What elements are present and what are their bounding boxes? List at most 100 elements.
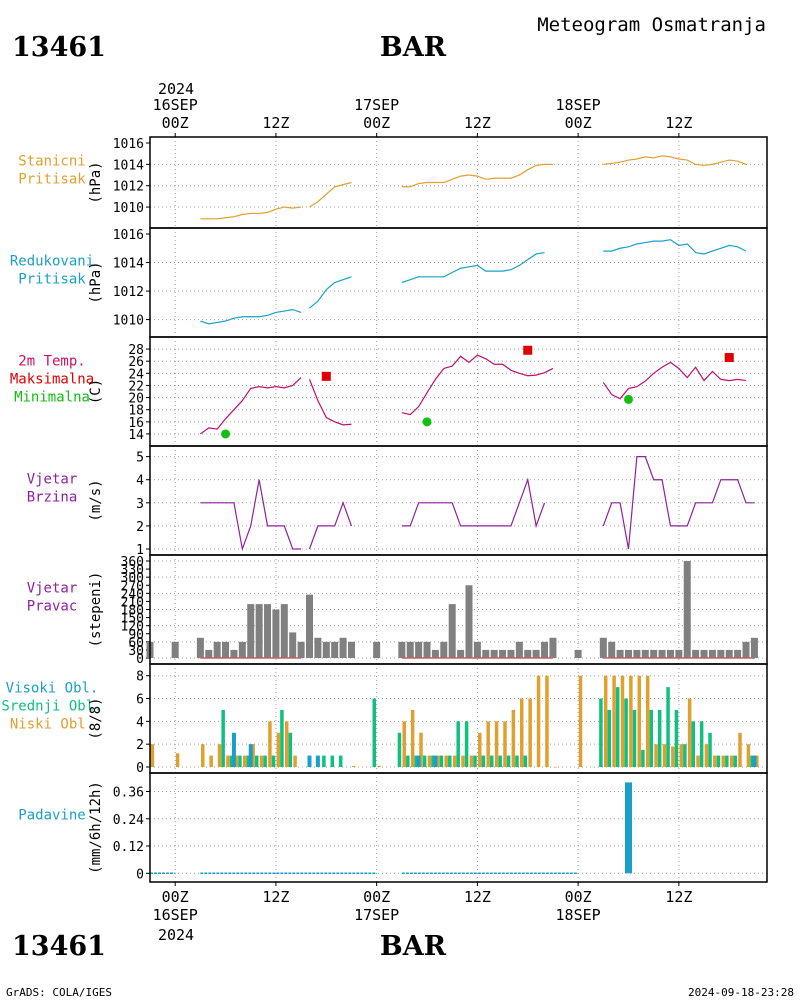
cloud-bar-srednji-obl- — [431, 755, 435, 767]
cloud-bar-srednji-obl- — [708, 732, 712, 767]
y-tick-label: 2 — [136, 738, 144, 753]
cloud-bar-srednji-obl- — [456, 721, 460, 767]
y-tick-label: 1010 — [113, 314, 144, 329]
y-tick-label: 240 — [121, 587, 144, 602]
cloud-bar-niski-obl- — [452, 755, 457, 767]
wind-direction-bar — [280, 604, 288, 658]
cloud-bar-niski-obl- — [671, 746, 675, 767]
cloud-bar-srednji-obl- — [666, 687, 670, 767]
y-tick-label: 0.12 — [113, 840, 144, 855]
panel-label: Niski Obl. — [10, 717, 94, 733]
location-top: BAR — [380, 32, 447, 63]
date-label-top: 18SEP — [556, 96, 601, 114]
y-axis-label: (m/s) — [88, 479, 104, 521]
series-line — [308, 501, 353, 550]
panel-label: Pritisak — [18, 172, 86, 188]
y-tick-label: 0 — [136, 652, 144, 667]
y-tick-label: 18 — [128, 404, 144, 419]
cloud-bar-srednji-obl- — [683, 744, 687, 767]
wind-direction-bar — [700, 649, 708, 658]
cloud-bar-srednji-obl- — [238, 755, 242, 767]
series-line — [401, 354, 554, 416]
panel-reduced_pressure: Redukovani Pritisak (hPa) 1010 1012 1014 1016 — [10, 227, 768, 338]
cloud-bar-srednji-obl- — [288, 732, 293, 767]
cloud-bar-srednji-obl- — [406, 755, 410, 767]
wind-direction-bar — [608, 641, 616, 658]
series-line — [200, 377, 302, 435]
panel-label: Vjetar — [27, 581, 78, 597]
hour-label-top: 12Z — [262, 114, 289, 132]
cloud-bar-niski-obl- — [687, 698, 692, 767]
y-tick-label: 60 — [128, 636, 144, 651]
y-tick-label: 4 — [136, 474, 144, 489]
y-tick-label: 0.36 — [113, 785, 144, 800]
wind-direction-bar — [331, 641, 339, 658]
cloud-bar-srednji-obl- — [649, 709, 654, 767]
location-bottom: BAR — [380, 931, 447, 962]
wind-direction-bar — [247, 604, 255, 658]
cloud-bar-srednji-obl- — [439, 755, 444, 767]
wind-direction-bar — [658, 649, 666, 658]
max-temp-marker — [724, 353, 734, 363]
cloud-bar-srednji-obl- — [699, 721, 704, 767]
cloud-bar-srednji-obl- — [498, 755, 502, 767]
series-line — [200, 479, 302, 552]
y-tick-label: 28 — [128, 343, 144, 358]
cloud-bar-srednji-obl- — [632, 709, 637, 767]
cloud-bar-srednji-obl- — [641, 749, 645, 767]
cloud-bar-visoki-obl- — [231, 732, 236, 767]
series-line — [401, 477, 546, 529]
wind-direction-bar — [347, 641, 355, 658]
y-axis-label: (C) — [88, 379, 104, 404]
cloud-bar-visoki-obl- — [416, 755, 421, 767]
cloud-bar-niski-obl- — [528, 698, 532, 767]
panel-cloud_cover: Visoki Obl. Srednji Obl. Niski Obl.(8/8) 0 2… — [1, 663, 768, 776]
wind-direction-bar — [373, 641, 381, 658]
credit-text: GrADS: COLA/IGES — [6, 986, 112, 999]
wind-direction-bar — [322, 641, 330, 658]
y-tick-label: 0 — [136, 867, 144, 882]
cloud-bar-niski-obl- — [486, 721, 490, 767]
wind-direction-bar — [264, 604, 272, 658]
min-temp-marker — [623, 394, 633, 404]
y-tick-label: 1014 — [113, 257, 144, 272]
cloud-bar-srednji-obl- — [448, 755, 452, 767]
cloud-bar-srednji-obl- — [615, 687, 620, 767]
cloud-bar-srednji-obl- — [464, 721, 469, 767]
y-tick-label: 1016 — [113, 137, 144, 152]
panel-wind_direction: Vjetar Pravac (stepeni) 0306090120150180210… — [27, 554, 768, 667]
date-label-bottom: 16SEP — [153, 906, 198, 924]
series-line — [603, 239, 747, 255]
cloud-bar-srednji-obl- — [422, 755, 427, 767]
y-tick-label: 1 — [136, 543, 144, 558]
cloud-bar-srednji-obl- — [254, 755, 259, 767]
hour-label-bottom: 00Z — [363, 888, 390, 906]
wind-direction-bar — [297, 641, 305, 658]
series-line — [309, 181, 352, 208]
cloud-bar-srednji-obl- — [221, 709, 225, 767]
hour-label-top: 12Z — [665, 114, 692, 132]
series-line — [308, 379, 352, 426]
cloud-bar-niski-obl- — [755, 755, 759, 767]
y-tick-label: 120 — [121, 620, 144, 635]
cloud-bar-srednji-obl- — [330, 755, 335, 767]
wind-direction-bar — [448, 604, 456, 658]
panel-label: Brzina — [27, 490, 78, 506]
y-tick-label: 1012 — [113, 180, 144, 195]
panel-label: Srednji Obl. — [1, 699, 102, 715]
wind-direction-bar — [532, 649, 540, 658]
panel-label: Padavine — [18, 808, 85, 824]
cloud-bar-niski-obl- — [503, 721, 507, 767]
y-tick-label: 210 — [121, 595, 144, 610]
cloud-bar-niski-obl- — [612, 675, 616, 767]
cloud-bar-srednji-obl- — [263, 755, 267, 767]
wind-direction-bar — [431, 649, 439, 658]
cloud-bar-niski-obl- — [704, 744, 709, 767]
wind-direction-bar — [624, 649, 632, 658]
wind-direction-bar — [717, 649, 725, 658]
cloud-bar-srednji-obl- — [397, 732, 402, 767]
date-label-top: 17SEP — [354, 96, 399, 114]
